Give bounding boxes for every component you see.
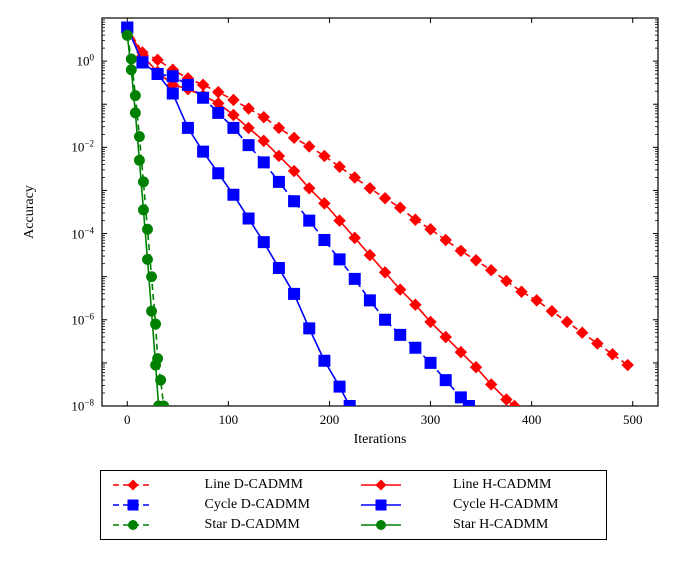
series-cycle-h-cadmm	[122, 22, 355, 412]
legend-label: Cycle H-CADMM	[453, 497, 596, 513]
legend-swatch	[359, 517, 403, 533]
x-tick-label: 200	[320, 412, 340, 428]
x-tick-label: 500	[623, 412, 643, 428]
y-tick-label: 100	[77, 52, 95, 69]
legend-swatch	[359, 497, 403, 513]
legend-label: Line H-CADMM	[453, 477, 596, 493]
legend-label: Star D-CADMM	[205, 517, 348, 533]
x-axis-label: Iterations	[354, 432, 407, 448]
y-axis-label: Accuracy	[22, 185, 38, 239]
y-tick-label: 10−6	[71, 311, 94, 328]
y-tick-label: 10−8	[71, 397, 94, 414]
legend-label: Cycle D-CADMM	[205, 497, 348, 513]
x-tick-label: 300	[421, 412, 441, 428]
legend-label: Line D-CADMM	[205, 477, 348, 493]
x-tick-label: 0	[124, 412, 131, 428]
legend-swatch	[111, 517, 155, 533]
legend: Line D-CADMM Line H-CADMM Cycle D-CADMM Cyc…	[100, 470, 607, 540]
legend-swatch	[111, 477, 155, 493]
chart-container: 0 100 200 300 400 500 10−8 10−6 10−4 10−2 100 Itera…	[0, 0, 685, 581]
legend-label: Star H-CADMM	[453, 517, 596, 533]
y-tick-label: 10−4	[71, 225, 94, 242]
x-tick-label: 100	[219, 412, 239, 428]
series-cycle-d-cadmm	[122, 22, 475, 412]
series-star-d-cadmm	[122, 30, 168, 411]
legend-swatch	[111, 497, 155, 513]
series-line-d-cadmm	[122, 22, 633, 371]
x-tick-label: 400	[522, 412, 542, 428]
legend-swatch	[359, 477, 403, 493]
y-tick-label: 10−2	[71, 139, 94, 156]
